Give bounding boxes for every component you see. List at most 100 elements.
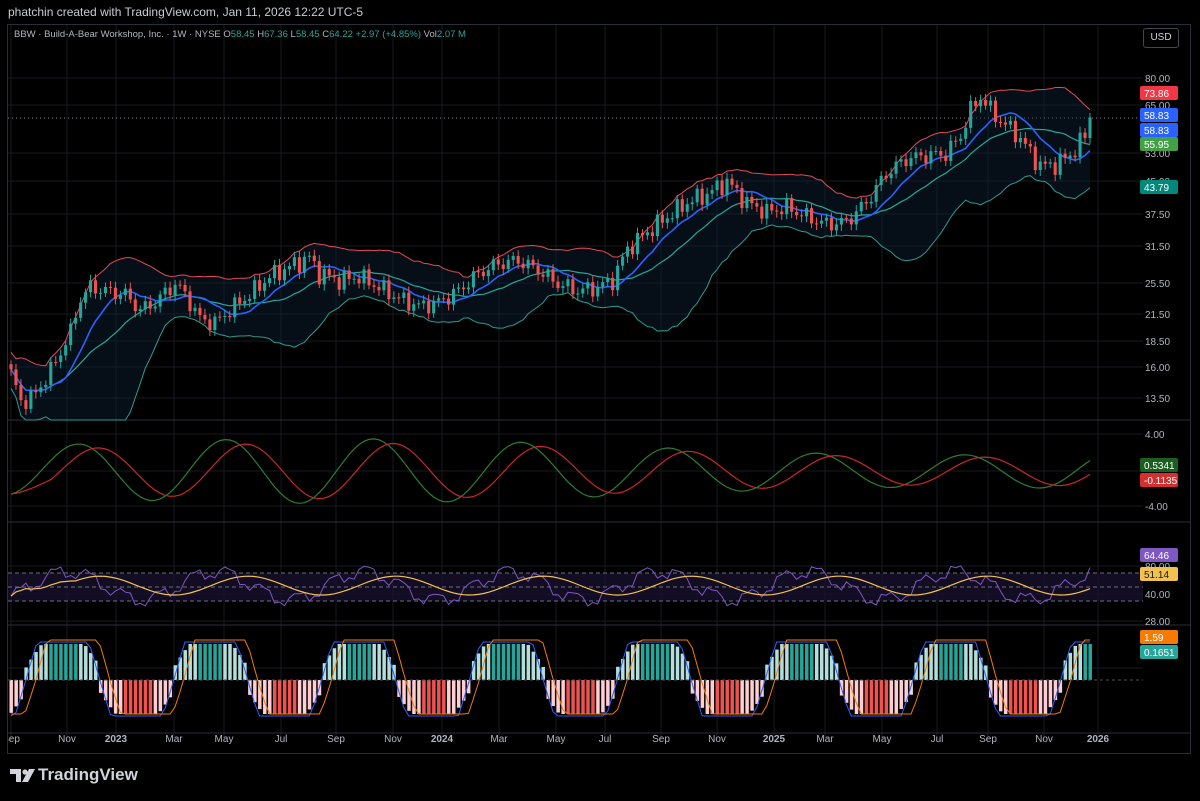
- bollinger-upper-line: [10, 86, 1091, 367]
- candle: [1023, 132, 1027, 149]
- oscillator-bar: [889, 680, 894, 714]
- oscillator-bar: [964, 644, 968, 680]
- candle-body: [640, 232, 645, 236]
- candle-body: [417, 303, 421, 305]
- oscillator-bar: [362, 644, 366, 680]
- candle: [128, 282, 132, 304]
- candle: [541, 268, 545, 283]
- candle-body: [138, 309, 142, 312]
- candle-body: [203, 314, 207, 320]
- candle: [163, 281, 167, 301]
- oscillator-bar: [874, 680, 879, 714]
- candle-body: [277, 264, 282, 281]
- candle-body: [163, 287, 167, 295]
- oscillator-bar: [541, 666, 545, 680]
- candle-body: [322, 268, 326, 285]
- oscillator-bar: [735, 680, 739, 714]
- candle-body: [834, 224, 838, 231]
- candle-body: [98, 293, 103, 295]
- oscillator-bar: [268, 680, 272, 714]
- candle: [243, 294, 247, 309]
- candle-body: [511, 256, 515, 260]
- candle: [402, 287, 406, 304]
- candle: [148, 294, 152, 315]
- candle: [526, 255, 530, 275]
- candle-body: [198, 307, 202, 315]
- candle-body: [829, 217, 833, 231]
- candle-body: [650, 232, 654, 237]
- candle-body: [1033, 146, 1037, 171]
- candle-body: [984, 99, 988, 106]
- bb-mid-badge-box: [1140, 137, 1178, 151]
- oscillator-bar: [576, 680, 580, 714]
- candle-body: [621, 256, 625, 266]
- osc-hist-badge: 0.1651: [1140, 645, 1178, 659]
- candle: [635, 227, 640, 261]
- candle: [869, 195, 873, 209]
- candle: [461, 281, 466, 296]
- oscillator-bar: [143, 680, 148, 714]
- osc-line-badge-label: 1.59: [1144, 633, 1164, 644]
- candle-body: [178, 284, 182, 286]
- time-tick-label: Sep: [979, 734, 997, 745]
- candle: [516, 250, 520, 269]
- oscillator-bar: [531, 651, 536, 680]
- candle-body: [442, 298, 446, 300]
- candle-body: [551, 269, 555, 282]
- oscillator-bar: [138, 680, 143, 714]
- rsi-ma-badge: 51.14: [1140, 567, 1178, 581]
- candle-body: [432, 300, 436, 314]
- candle-body: [1043, 161, 1047, 164]
- oscillator-bar: [511, 644, 516, 680]
- candle-body: [864, 201, 868, 204]
- candle: [834, 218, 838, 235]
- bb-upper-badge: 73.86: [1140, 86, 1178, 100]
- oscillator-bar: [800, 644, 804, 680]
- candle-body: [352, 278, 356, 280]
- candle: [491, 255, 495, 276]
- candle-body: [24, 400, 28, 409]
- oscillator-bar: [660, 644, 665, 680]
- oscillator-bar: [606, 680, 610, 706]
- oscillator-bar: [59, 644, 63, 680]
- candle-body: [14, 369, 18, 386]
- candle-body: [392, 297, 396, 300]
- chart-canvas[interactable]: 80.0065.0053.0045.0037.5031.5025.5021.50…: [8, 25, 1190, 753]
- oscillator-bar: [93, 660, 98, 680]
- price-tick-label: 80.00: [1145, 74, 1170, 85]
- candle: [387, 274, 391, 306]
- oscillator-bar: [611, 680, 615, 699]
- price-candles: [9, 93, 1092, 415]
- candle-body: [108, 286, 112, 288]
- candle-body: [69, 323, 73, 346]
- candle: [551, 264, 555, 288]
- candle-body: [213, 316, 217, 331]
- candle: [382, 276, 386, 296]
- oscillator-bar: [327, 655, 332, 680]
- candle-body: [243, 300, 247, 304]
- oscillator-bar: [228, 644, 232, 680]
- oscillator-bar: [755, 680, 759, 704]
- candle-body: [79, 302, 83, 318]
- oscillator-bar: [337, 644, 342, 680]
- candle: [143, 295, 147, 315]
- candle: [74, 311, 78, 330]
- bb-lower-badge-label: 43.79: [1144, 183, 1169, 194]
- oscillator-bar: [397, 680, 401, 697]
- candle-body: [635, 232, 640, 255]
- candle: [89, 274, 93, 298]
- candle-body: [1058, 153, 1062, 175]
- candle: [347, 265, 351, 286]
- time-tick-label: Mar: [165, 734, 183, 745]
- candle: [79, 297, 83, 322]
- oscillator-bar: [292, 680, 297, 714]
- time-tick-label: May: [215, 734, 234, 745]
- oscillator-bar: [695, 680, 700, 701]
- candle-body: [730, 178, 734, 185]
- candle-body: [879, 175, 883, 186]
- currency-button[interactable]: USD: [1143, 28, 1179, 48]
- candle-body: [223, 315, 227, 317]
- oscillator-bar: [650, 644, 655, 680]
- candle: [601, 277, 605, 294]
- candle: [969, 95, 973, 134]
